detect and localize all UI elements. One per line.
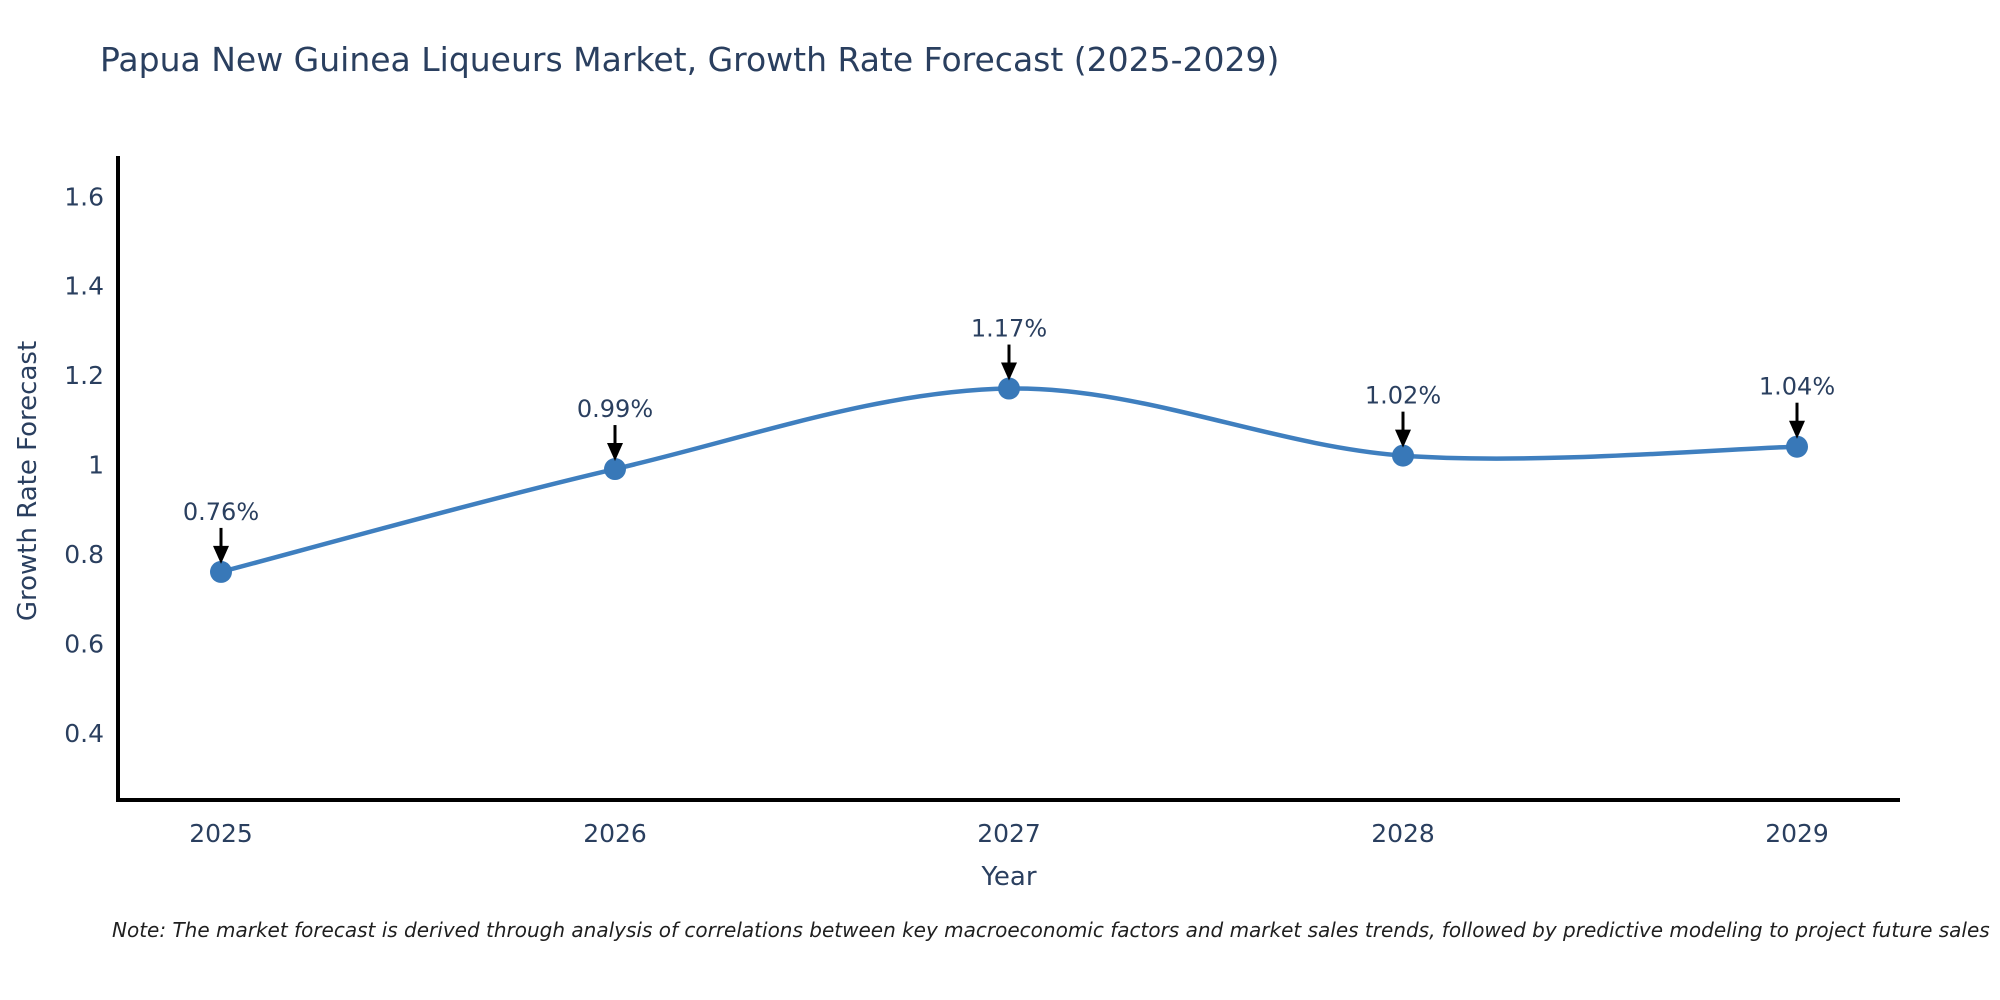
x-tick-label: 2026 <box>583 819 647 848</box>
annotation-arrowhead-icon <box>213 545 229 564</box>
point-value-label: 0.99% <box>577 395 653 423</box>
annotation-arrowhead-icon <box>1789 420 1805 439</box>
x-tick-label: 2029 <box>1765 819 1829 848</box>
point-value-label: 1.04% <box>1759 373 1835 401</box>
annotation-arrowhead-icon <box>1001 362 1017 381</box>
point-value-label: 1.02% <box>1365 382 1441 410</box>
x-tick-label: 2028 <box>1371 819 1435 848</box>
y-tick-label: 0.4 <box>64 719 104 748</box>
y-tick-label: 1.6 <box>64 182 104 211</box>
data-point-marker <box>210 560 232 583</box>
y-tick-label: 0.6 <box>64 629 104 658</box>
x-tick-label: 2027 <box>977 819 1041 848</box>
y-tick-label: 0.8 <box>64 540 104 569</box>
data-point-marker <box>998 377 1020 400</box>
footnote: Note: The market forecast is derived thr… <box>112 918 1990 942</box>
data-point-marker <box>1786 435 1808 458</box>
y-tick-label: 1 <box>88 451 104 480</box>
data-point-marker <box>1392 444 1414 467</box>
chart-title: Papua New Guinea Liqueurs Market, Growth… <box>100 40 1280 79</box>
y-tick-label: 1.2 <box>64 361 104 390</box>
x-tick-label: 2025 <box>189 819 253 848</box>
point-value-label: 0.76% <box>183 498 259 526</box>
data-point-marker <box>604 458 626 481</box>
point-value-label: 1.17% <box>971 315 1047 343</box>
x-axis-title: Year <box>981 862 1037 892</box>
annotation-arrowhead-icon <box>607 443 623 462</box>
y-tick-label: 1.4 <box>64 272 104 301</box>
line-series <box>218 386 1800 575</box>
annotation-arrowhead-icon <box>1395 429 1411 448</box>
